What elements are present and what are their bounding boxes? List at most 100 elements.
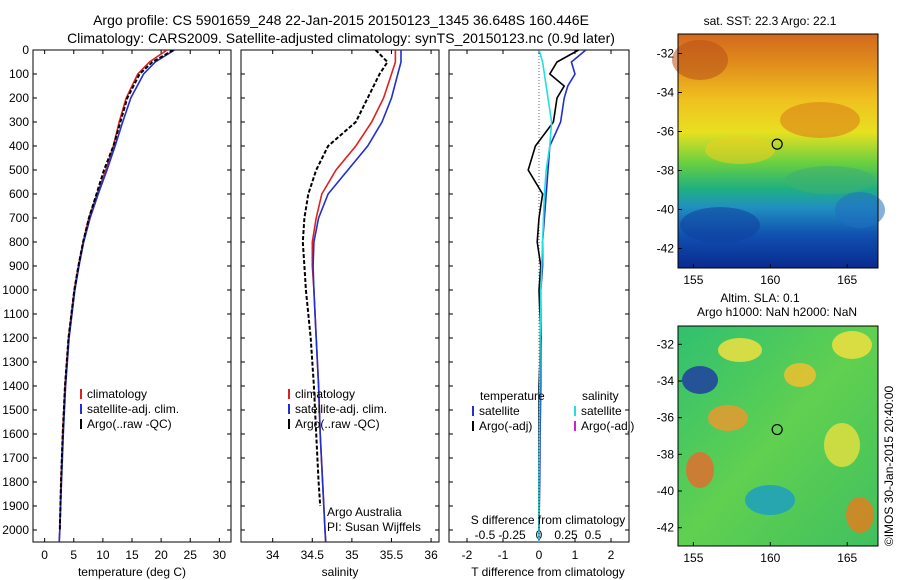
legend-label: satellite-adj. clim. xyxy=(87,402,179,416)
map-lat-label: -42 xyxy=(657,242,675,256)
salinity-profiles xyxy=(301,50,402,542)
s-tick-label: -0.5 xyxy=(475,528,496,542)
legend-label: Argo(-adj) xyxy=(581,419,634,433)
map-lon-label: 155 xyxy=(683,551,703,565)
figure-title: Argo profile: CS 5901659_248 22-Jan-2015… xyxy=(93,12,589,28)
sst-profile-location-marker xyxy=(771,138,783,150)
map-lat-label: -34 xyxy=(657,86,675,100)
sst-map-title: sat. SST: 22.3 Argo: 22.1 xyxy=(704,14,837,28)
depth-tick-label: 0 xyxy=(22,43,29,57)
sst-map-tick-labels: 155 160 165 -32 -34 -36 -38 -40 -42 xyxy=(657,47,858,288)
depth-tick-label: 600 xyxy=(9,187,29,201)
map-lon-label: 160 xyxy=(760,273,780,287)
legend-label: climatology xyxy=(295,387,355,401)
legend-label: satellite xyxy=(581,404,622,418)
profile-line xyxy=(538,50,553,542)
depth-tick-label: 900 xyxy=(9,259,29,273)
depth-tick-label: 400 xyxy=(9,139,29,153)
profile-line xyxy=(58,50,175,542)
s-difference-label: S difference from climatology xyxy=(471,513,626,527)
map-lon-label: 165 xyxy=(837,273,857,287)
s-tick-label: -0.25 xyxy=(498,528,526,542)
legend-label: climatology xyxy=(87,387,147,401)
x-tick-label: 1 xyxy=(572,548,579,562)
depth-tick-label: 300 xyxy=(9,115,29,129)
temperature-xlabel: temperature (deg C) xyxy=(78,565,186,579)
sla-map-texture xyxy=(682,331,874,533)
depth-tick-label: 1400 xyxy=(2,379,29,393)
sla-profile-location-marker xyxy=(771,423,783,436)
depth-tick-label: 800 xyxy=(9,235,29,249)
x-tick-label: 5 xyxy=(70,548,77,562)
temperature-profiles xyxy=(58,50,175,542)
depth-tick-label: 1000 xyxy=(2,283,29,297)
x-tick-label: -1 xyxy=(498,548,509,562)
s-tick-label: 0.5 xyxy=(585,528,602,542)
x-tick-label: 0 xyxy=(41,548,48,562)
x-tick-label: 20 xyxy=(154,548,168,562)
legend-label: Argo(..raw -QC) xyxy=(295,417,380,431)
depth-tick-label: 100 xyxy=(9,67,29,81)
map-lon-label: 165 xyxy=(837,551,857,565)
sst-map-axes xyxy=(677,33,879,269)
map-lat-label: -34 xyxy=(657,374,675,388)
x-tick-label: 35.5 xyxy=(380,548,404,562)
credit-argo: Argo Australia xyxy=(327,505,402,519)
depth-tick-label: 500 xyxy=(9,163,29,177)
imos-timestamp: ©IMOS 30-Jan-2015 20:40:00 xyxy=(882,386,896,547)
depth-tick-label: 1500 xyxy=(2,403,29,417)
profile-line xyxy=(301,50,389,507)
t-difference-label: T difference from climatology xyxy=(471,565,625,579)
legend-label: Argo(-adj) xyxy=(479,419,532,433)
map-lat-label: -40 xyxy=(657,203,675,217)
map-lat-label: -36 xyxy=(657,125,675,139)
depth-tick-label: 1800 xyxy=(2,475,29,489)
map-lat-label: -36 xyxy=(657,411,675,425)
profile-line xyxy=(312,50,402,542)
depth-tick-label: 200 xyxy=(9,91,29,105)
map-lat-label: -32 xyxy=(657,47,675,61)
sst-map-texture xyxy=(672,40,885,243)
depth-tick-label: 1300 xyxy=(2,355,29,369)
x-tick-label: 10 xyxy=(96,548,110,562)
difference-profiles xyxy=(527,50,587,542)
map-lat-label: -40 xyxy=(657,484,675,498)
legend-label: satellite-adj. clim. xyxy=(295,402,387,416)
x-tick-label: 15 xyxy=(125,548,139,562)
map-lon-label: 160 xyxy=(760,551,780,565)
x-tick-label: 34.5 xyxy=(301,548,325,562)
difference-tick-labels: -2 -1 0 1 2-0.5 -0.25 0 0.25 0.5 xyxy=(462,50,615,562)
profile-line xyxy=(527,50,579,530)
x-tick-label: 36 xyxy=(424,548,438,562)
figure-subtitle: Climatology: CARS2009. Satellite-adjuste… xyxy=(67,30,615,46)
profile-line xyxy=(58,50,168,542)
sla-map-subtitle: Argo h1000: NaN h2000: NaN xyxy=(697,305,857,319)
sla-map-axes xyxy=(677,325,879,547)
sla-map-tick-labels: 155 160 165 -32 -34 -36 -38 -40 -42 xyxy=(657,337,858,565)
depth-tick-label: 2000 xyxy=(2,523,29,537)
credit-pi: PI: Susan Wijffels xyxy=(327,520,421,534)
x-tick-label: 30 xyxy=(213,548,227,562)
legend-label: satellite xyxy=(479,404,520,418)
depth-tick-label: 1700 xyxy=(2,451,29,465)
map-lon-label: 155 xyxy=(683,273,703,287)
temperature-tick-labels: 0 5 10 15 20 25 30 xyxy=(41,50,226,562)
map-lat-label: -32 xyxy=(657,337,675,351)
depth-tick-label: 1100 xyxy=(3,307,29,321)
difference-legend: temperature salinitysatelliteArgo(-adj)sa… xyxy=(472,389,634,433)
salinity-tick-labels: 34 34.5 35 35.5 36 xyxy=(266,50,438,562)
legend-header-salinity: salinity xyxy=(582,389,619,403)
s-tick-label: 0.25 xyxy=(554,528,578,542)
sla-map-title: Altim. SLA: 0.1 xyxy=(720,291,800,305)
map-lat-label: -38 xyxy=(657,447,675,461)
depth-tick-label: 1200 xyxy=(2,331,29,345)
x-tick-label: 0 xyxy=(536,548,543,562)
map-lat-label: -42 xyxy=(657,521,675,535)
x-tick-label: 25 xyxy=(184,548,198,562)
x-tick-label: 34 xyxy=(266,548,280,562)
salinity-axes xyxy=(240,49,440,543)
depth-tick-label: 1900 xyxy=(2,499,29,513)
